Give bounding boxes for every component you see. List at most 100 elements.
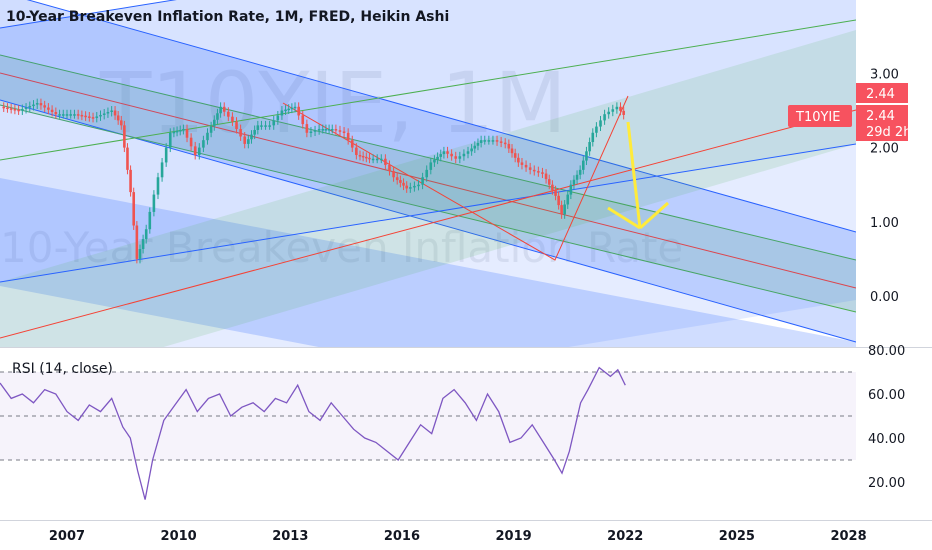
candle-body xyxy=(321,129,325,131)
candle-body xyxy=(99,114,102,117)
candle-body xyxy=(141,239,145,250)
candle-body xyxy=(6,107,9,110)
candle-body xyxy=(47,107,50,110)
ticker-value-label: 2.44 xyxy=(866,109,895,124)
candle-body xyxy=(462,153,466,157)
candle-body xyxy=(243,136,247,144)
candle-body xyxy=(454,156,458,159)
candle-body xyxy=(24,107,28,110)
price-axis: 0.00 1.00 2.00 3.00 xyxy=(870,67,899,305)
candle-body xyxy=(551,184,554,191)
candle-body xyxy=(595,126,598,133)
candle-body xyxy=(368,157,371,160)
candle-body xyxy=(585,151,588,161)
candle-body xyxy=(520,162,524,165)
candle-body xyxy=(575,174,579,180)
candle-body xyxy=(164,147,168,163)
time-axis: 2007 2010 2013 2016 2019 2022 2025 2028 xyxy=(49,529,867,544)
candle-body xyxy=(152,194,156,212)
candle-body xyxy=(69,114,73,116)
rsi-tick-label: 20.00 xyxy=(868,476,905,491)
candle-body xyxy=(39,103,43,106)
candle-body xyxy=(607,111,610,115)
candle-body xyxy=(73,114,76,116)
candle-body xyxy=(588,142,591,152)
candle-body xyxy=(554,190,557,196)
candle-body xyxy=(76,114,80,116)
candle-body xyxy=(126,147,129,170)
candle-body xyxy=(239,129,242,137)
candle-body xyxy=(563,204,566,215)
channel-desc-top xyxy=(26,0,857,233)
candle-body xyxy=(495,140,499,142)
rsi-tick-label: 80.00 xyxy=(868,344,905,359)
candle-body xyxy=(54,111,58,115)
candle-body xyxy=(483,140,487,142)
candle-body xyxy=(178,129,182,132)
candle-body xyxy=(91,117,95,119)
candle-body xyxy=(227,111,230,117)
candle-body xyxy=(185,129,189,138)
candle-body xyxy=(384,158,387,165)
candle-body xyxy=(338,130,342,132)
candle-body xyxy=(421,177,424,185)
candle-body xyxy=(219,106,222,114)
channel-desc-green-top xyxy=(0,54,857,261)
candle-body xyxy=(466,151,470,154)
ticker-label: T10YIE xyxy=(795,110,840,125)
candle-body xyxy=(622,110,625,115)
candle-body xyxy=(175,130,179,133)
candle-body xyxy=(330,129,334,131)
candle-body xyxy=(541,172,544,174)
candle-body xyxy=(2,106,6,109)
candle-body xyxy=(123,125,126,148)
candle-body xyxy=(446,151,449,154)
candle-body xyxy=(388,164,391,172)
candle-body xyxy=(317,129,321,131)
channel-desc-upper-band xyxy=(0,0,856,342)
candle-body xyxy=(439,154,443,157)
candle-body xyxy=(28,106,32,108)
candle-body xyxy=(334,129,338,131)
arrow-annotation xyxy=(607,121,669,230)
candle-body xyxy=(80,114,84,117)
candle-body xyxy=(499,141,503,143)
candle-body xyxy=(528,167,532,170)
candle-body xyxy=(560,205,563,215)
candle-body xyxy=(84,115,87,118)
candle-body xyxy=(250,134,253,140)
candle-body xyxy=(102,113,106,115)
candle-body xyxy=(17,109,20,112)
candle-body xyxy=(547,179,551,185)
candle-body xyxy=(193,146,197,156)
candle-body xyxy=(231,116,234,122)
candle-body xyxy=(479,140,483,143)
candle-body xyxy=(375,158,379,161)
rsi-tick-label: 60.00 xyxy=(868,388,905,403)
candle-body xyxy=(413,185,416,188)
candle-body xyxy=(591,132,595,143)
candle-body xyxy=(276,115,280,121)
candle-body xyxy=(402,182,405,186)
candle-body xyxy=(327,129,331,131)
candle-body xyxy=(222,106,226,112)
price-tick-label: 3.00 xyxy=(870,67,899,82)
candle-body xyxy=(429,162,433,170)
candle-body xyxy=(35,103,39,105)
candle-body xyxy=(399,180,402,183)
candle-body xyxy=(247,139,250,144)
candle-body xyxy=(473,145,477,149)
candle-body xyxy=(61,114,65,116)
price-tick-label: 0.00 xyxy=(870,290,899,305)
candle-body xyxy=(615,106,619,110)
candle-body xyxy=(487,140,491,142)
price-tick-label: 2.00 xyxy=(870,142,899,157)
candle-body xyxy=(392,171,395,178)
candle-body xyxy=(119,120,123,126)
candle-body xyxy=(113,110,117,116)
candle-body xyxy=(297,106,300,116)
candle-body xyxy=(260,125,263,127)
candle-body xyxy=(436,156,439,160)
candle-body xyxy=(433,159,436,163)
